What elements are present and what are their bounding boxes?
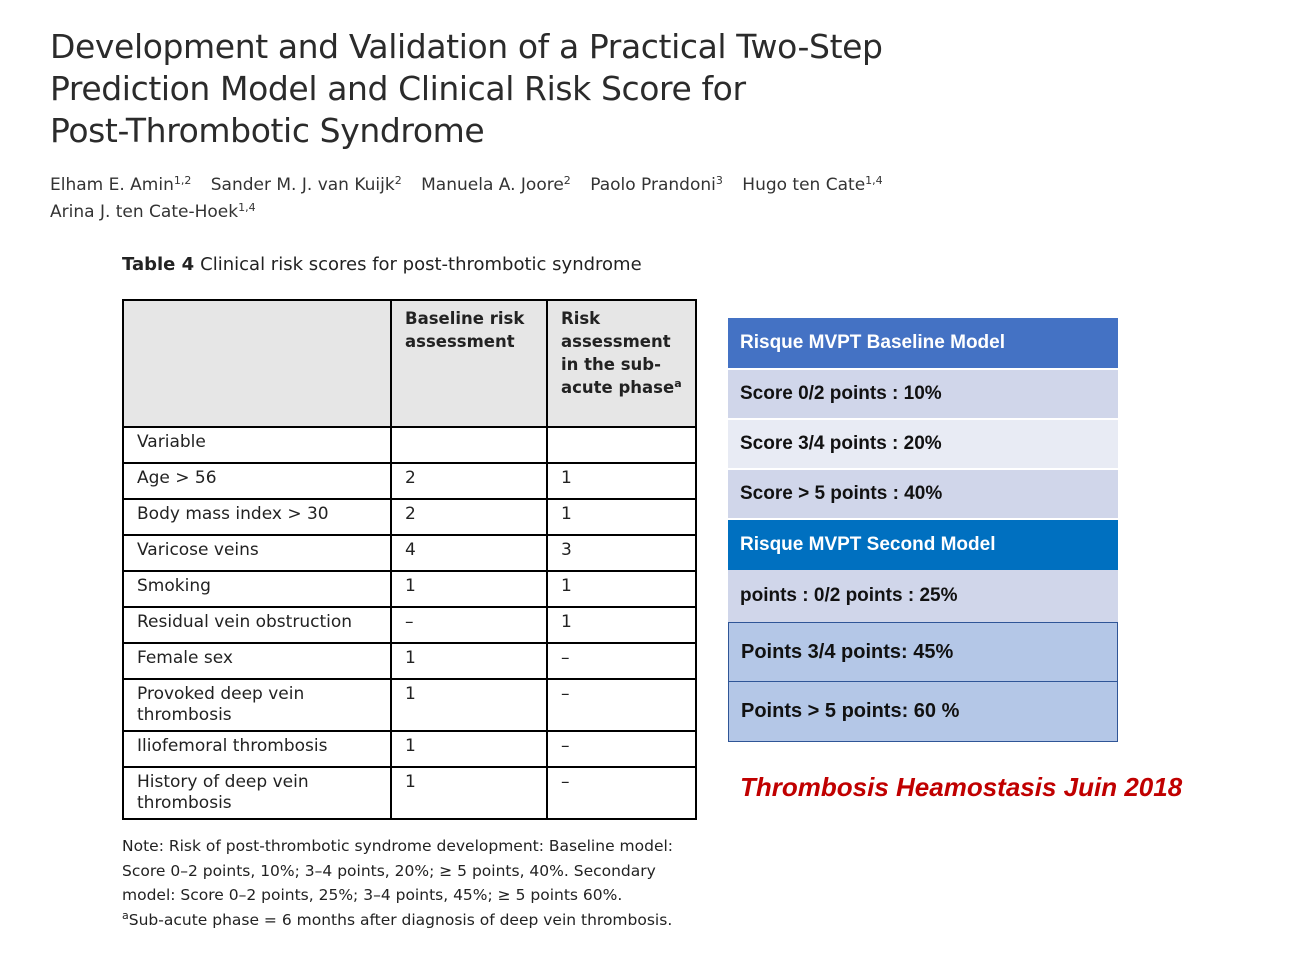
author-list: Elham E. Amin1,2 Sander M. J. van Kuijk2… — [50, 172, 897, 226]
table-cell: 1 — [546, 462, 697, 500]
table-row: Varicose veins 4 3 — [122, 534, 697, 572]
note-line: aSub-acute phase = 6 months after diagno… — [122, 908, 673, 929]
table-row: Iliofemoral thrombosis 1– — [122, 730, 697, 768]
table-label: Table 4 — [122, 254, 195, 275]
author: Paolo Prandoni3 — [590, 174, 723, 195]
second-model-header: Risque MVPT Second Model — [728, 518, 1118, 570]
table-cell: – — [546, 642, 697, 680]
baseline-score-row: Score 0/2 points : 10% — [728, 368, 1118, 418]
table-header-cell: Baseline risk assessment — [390, 299, 548, 428]
table-header-cell — [122, 299, 392, 428]
table-row: Smoking 1 1 — [122, 570, 697, 608]
table-cell: 2 — [390, 462, 548, 500]
risk-score-table: Baseline risk assessment Risk assessment… — [122, 299, 697, 820]
table-cell: 1 — [390, 570, 548, 608]
table-row: Residual vein obstruction –1 — [122, 606, 697, 644]
table-cell: 1 — [546, 498, 697, 536]
table-cell: Varicose veins — [122, 534, 392, 572]
table-caption-text: Clinical risk scores for post-thrombotic… — [200, 254, 642, 275]
journal-reference: Thrombosis Heamostasis Juin 2018 — [740, 772, 1183, 802]
table-cell: 4 — [390, 534, 548, 572]
table-cell: Variable — [122, 426, 392, 464]
author: Elham E. Amin1,2 — [50, 174, 192, 195]
table-cell: History of deep vein thrombosis — [122, 766, 392, 820]
table-header-cell: Risk assessment in the sub-acute phasea — [546, 299, 697, 428]
table-cell: Female sex — [122, 642, 392, 680]
table-cell: – — [546, 730, 697, 768]
table-cell: 2 — [390, 498, 548, 536]
paper-title: Development and Validation of a Practica… — [50, 26, 930, 152]
table-cell: Age > 56 — [122, 462, 392, 500]
table-row: Age > 56 2 1 — [122, 462, 697, 500]
baseline-model-header: Risque MVPT Baseline Model — [728, 318, 1118, 368]
risk-summary-panel: Risque MVPT Baseline Model Score 0/2 poi… — [728, 318, 1118, 742]
author: Sander M. J. van Kuijk2 — [210, 174, 402, 195]
baseline-score-row: Score > 5 points : 40% — [728, 468, 1118, 518]
table-cell: – — [390, 606, 548, 644]
table-cell: 1 — [546, 570, 697, 608]
table-cell: 1 — [390, 730, 548, 768]
table-cell: Smoking — [122, 570, 392, 608]
table-cell: 1 — [546, 606, 697, 644]
note-line: Score 0–2 points, 10%; 3–4 points, 20%; … — [122, 861, 656, 880]
title-line: Development and Validation of a Practica… — [50, 27, 883, 66]
table-cell: – — [546, 678, 697, 732]
table-cell: Residual vein obstruction — [122, 606, 392, 644]
table-cell — [390, 426, 548, 464]
table-caption: Table 4 Clinical risk scores for post-thr… — [122, 254, 642, 275]
table-cell: 1 — [390, 678, 548, 732]
table-header-row: Baseline risk assessment Risk assessment… — [122, 299, 697, 428]
table-row: Variable — [122, 426, 697, 464]
second-score-row: Points 3/4 points: 45% — [728, 622, 1118, 682]
table-note: Note: Risk of post-thrombotic syndrome d… — [122, 834, 712, 932]
table-row: Body mass index > 30 2 1 — [122, 498, 697, 536]
table-cell: 3 — [546, 534, 697, 572]
table-row: Provoked deep vein thrombosis 1– — [122, 678, 697, 732]
table-row: History of deep vein thrombosis 1– — [122, 766, 697, 820]
note-line: model: Score 0–2 points, 25%; 3–4 points… — [122, 886, 623, 904]
table-cell: Body mass index > 30 — [122, 498, 392, 536]
author: Manuela A. Joore2 — [421, 174, 571, 195]
author-line: Arina J. ten Cate-Hoek1,4 — [50, 199, 897, 226]
author: Hugo ten Cate1,4 — [742, 174, 883, 195]
second-score-row: points : 0/2 points : 25% — [728, 570, 1118, 622]
table-cell: 1 — [390, 642, 548, 680]
second-score-row: Points > 5 points: 60 % — [728, 682, 1118, 742]
author: Arina J. ten Cate-Hoek1,4 — [50, 201, 256, 222]
table-cell: 1 — [390, 766, 548, 820]
table-cell: Iliofemoral thrombosis — [122, 730, 392, 768]
author-line: Elham E. Amin1,2 Sander M. J. van Kuijk2… — [50, 172, 897, 199]
table-cell — [546, 426, 697, 464]
table-row: Female sex 1– — [122, 642, 697, 680]
table-cell: Provoked deep vein thrombosis — [122, 678, 392, 732]
title-line: Prediction Model and Clinical Risk Score… — [50, 69, 746, 108]
title-line: Post-Thrombotic Syndrome — [50, 111, 485, 150]
note-line: Note: Risk of post-thrombotic syndrome d… — [122, 837, 674, 855]
table-cell: – — [546, 766, 697, 820]
baseline-score-row: Score 3/4 points : 20% — [728, 418, 1118, 468]
